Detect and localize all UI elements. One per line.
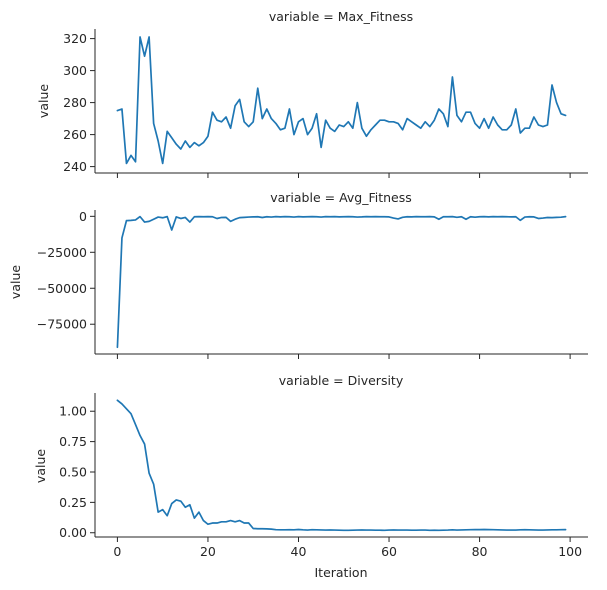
tick-group: 240 260 280 300 320 — [63, 31, 571, 178]
panel-diversity: variable = Diversity value Iteration 0 20… — [33, 373, 588, 580]
tick-group: −75000 −50000 −25000 0 — [37, 209, 571, 359]
panel-title: variable = Avg_Fitness — [270, 190, 412, 205]
series-line — [116, 399, 567, 532]
y-tick-label: 0 — [79, 209, 87, 224]
y-tick-label: −75000 — [37, 317, 87, 332]
x-tick-label: 40 — [291, 544, 307, 559]
x-tick-label: 100 — [558, 544, 582, 559]
panel-title: variable = Max_Fitness — [269, 9, 413, 24]
y-tick-label: −25000 — [37, 245, 87, 260]
panel-avg-fitness: variable = Avg_Fitness value −75000 −5000… — [8, 190, 588, 359]
y-axis-label: value — [36, 84, 51, 118]
y-tick-label: 260 — [63, 127, 87, 142]
y-tick-label: 280 — [63, 95, 87, 110]
x-axis-label: Iteration — [314, 565, 367, 580]
y-tick-label: 240 — [63, 159, 87, 174]
y-axis-label: value — [8, 265, 23, 299]
y-tick-label: 320 — [63, 31, 87, 46]
y-tick-label: 300 — [63, 63, 87, 78]
series-line — [116, 215, 567, 349]
x-tick-label: 80 — [472, 544, 488, 559]
x-tick-label: 20 — [200, 544, 216, 559]
panel-max-fitness: variable = Max_Fitness value 240 260 280 30… — [36, 9, 588, 178]
series-group — [116, 215, 567, 349]
series-line — [116, 36, 567, 165]
y-tick-label: 0.25 — [59, 495, 87, 510]
y-tick-label: 0.50 — [59, 464, 87, 479]
panel-title: variable = Diversity — [279, 373, 404, 388]
x-tick-label: 0 — [113, 544, 121, 559]
x-tick-label: 60 — [381, 544, 397, 559]
series-group — [116, 399, 567, 532]
y-tick-label: 0.00 — [59, 525, 87, 540]
y-axis-label: value — [33, 449, 48, 483]
y-tick-label: 1.00 — [59, 404, 87, 419]
y-tick-label: −50000 — [37, 281, 87, 296]
tick-group: 0 20 40 60 80 100 0.00 0.25 0.50 0.75 1.00 — [59, 404, 582, 559]
series-group — [116, 36, 567, 165]
y-tick-label: 0.75 — [59, 434, 87, 449]
